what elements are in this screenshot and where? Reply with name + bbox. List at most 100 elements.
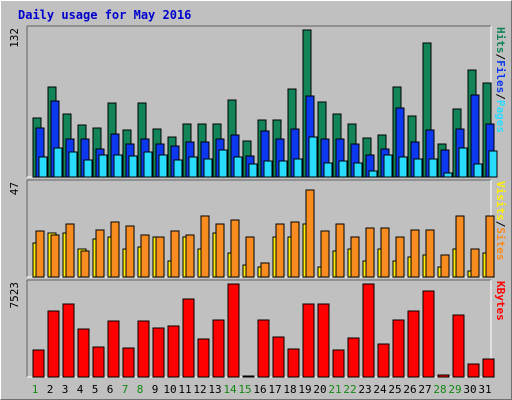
bar-sites-day-26 bbox=[410, 229, 420, 278]
series-label-kbytes: KBytes bbox=[494, 281, 507, 321]
bar-pages-day-6 bbox=[113, 154, 123, 178]
bar-pages-day-13 bbox=[218, 149, 228, 178]
bar-sites-day-24 bbox=[380, 227, 390, 278]
bar-pages-day-15 bbox=[248, 163, 258, 178]
x-tick-label: 8 bbox=[137, 383, 144, 396]
x-tick-label: 28 bbox=[433, 383, 446, 396]
bar-pages-day-30 bbox=[473, 163, 483, 178]
bar-sites-day-27 bbox=[425, 229, 435, 278]
bar-kbytes-day-29 bbox=[452, 314, 465, 378]
bar-pages-day-25 bbox=[398, 156, 408, 178]
bar-sites-day-3 bbox=[65, 223, 75, 278]
bar-pages-day-20 bbox=[323, 162, 333, 178]
chart-title: Daily usage for May 2016 bbox=[18, 8, 191, 22]
bar-sites-day-6 bbox=[110, 221, 120, 278]
x-tick-label: 15 bbox=[238, 383, 251, 396]
bar-sites-day-9 bbox=[155, 236, 165, 278]
bar-sites-day-28 bbox=[440, 254, 450, 278]
x-tick-label: 16 bbox=[253, 383, 266, 396]
bar-kbytes-day-24 bbox=[377, 343, 390, 378]
bar-kbytes-day-30 bbox=[467, 363, 480, 378]
panel-hits_files_pages: 132 Hits/Files/Pages bbox=[8, 25, 507, 178]
panel-kbytes: 7523 KBytes bbox=[8, 279, 507, 378]
bar-pages-day-3 bbox=[68, 151, 78, 178]
bar-pages-day-8 bbox=[143, 151, 153, 178]
x-tick-label: 4 bbox=[77, 383, 84, 396]
series-label-sites: Sites bbox=[494, 227, 507, 260]
bar-kbytes-day-14 bbox=[227, 283, 240, 378]
bar-kbytes-day-10 bbox=[167, 325, 180, 378]
bar-kbytes-day-8 bbox=[137, 320, 150, 378]
x-tick-label: 19 bbox=[298, 383, 311, 396]
max-value-label: 132 bbox=[8, 28, 21, 48]
bar-kbytes-day-2 bbox=[47, 310, 60, 378]
max-value-label: 7523 bbox=[8, 282, 21, 309]
bar-kbytes-day-25 bbox=[392, 319, 405, 378]
bar-pages-day-9 bbox=[158, 154, 168, 178]
bar-sites-day-14 bbox=[230, 219, 240, 278]
label-separator: / bbox=[494, 54, 507, 61]
bar-pages-day-4 bbox=[83, 159, 93, 178]
bar-pages-day-24 bbox=[383, 154, 393, 178]
x-tick-label: 30 bbox=[463, 383, 476, 396]
x-tick-label: 3 bbox=[62, 383, 69, 396]
bar-sites-day-31 bbox=[485, 215, 495, 278]
bar-pages-day-16 bbox=[263, 160, 273, 178]
bar-sites-day-25 bbox=[395, 236, 405, 278]
max-value-label: 47 bbox=[8, 182, 21, 195]
x-tick-label: 29 bbox=[448, 383, 461, 396]
series-label-hits: Hits bbox=[494, 27, 507, 54]
bar-kbytes-day-7 bbox=[122, 347, 135, 378]
label-separator: / bbox=[494, 221, 507, 228]
bar-pages-day-26 bbox=[413, 158, 423, 178]
bar-pages-day-12 bbox=[203, 158, 213, 178]
bar-sites-day-19 bbox=[305, 189, 315, 278]
x-tick-label: 20 bbox=[313, 383, 326, 396]
series-axis-label: Hits/Files/Pages bbox=[494, 27, 507, 133]
bar-kbytes-day-6 bbox=[107, 320, 120, 378]
x-tick-label: 23 bbox=[358, 383, 371, 396]
series-label-pages: Pages bbox=[494, 100, 507, 133]
bar-pages-day-10 bbox=[173, 159, 183, 178]
x-tick-label: 11 bbox=[178, 383, 191, 396]
bar-pages-day-14 bbox=[233, 156, 243, 178]
x-tick-label: 2 bbox=[47, 383, 54, 396]
bar-sites-day-13 bbox=[215, 223, 225, 278]
bar-sites-day-29 bbox=[455, 215, 465, 278]
x-tick-label: 5 bbox=[92, 383, 99, 396]
x-tick-label: 26 bbox=[403, 383, 416, 396]
bar-sites-day-23 bbox=[365, 227, 375, 278]
bar-sites-day-21 bbox=[335, 223, 345, 278]
bar-kbytes-day-12 bbox=[197, 338, 210, 378]
bar-sites-day-2 bbox=[50, 234, 60, 278]
panel-sites_visits: 47 Visits/Sites bbox=[8, 179, 507, 278]
bar-sites-day-30 bbox=[470, 248, 480, 278]
bar-pages-day-11 bbox=[188, 156, 198, 178]
x-tick-label: 24 bbox=[373, 383, 387, 396]
bar-sites-day-20 bbox=[320, 230, 330, 278]
x-tick-label: 1 bbox=[32, 383, 39, 396]
series-label-files: Files bbox=[494, 60, 507, 93]
x-axis-labels: 1 2 3 4 5 6 7 8 9 10 11 12 13 14 15 16 17 18 19 20 21 22 23 24 2… bbox=[32, 383, 492, 396]
bar-sites-day-1 bbox=[35, 230, 45, 278]
bar-pages-day-21 bbox=[338, 160, 348, 178]
label-separator: / bbox=[494, 93, 507, 100]
bar-kbytes-day-13 bbox=[212, 319, 225, 378]
bar-sites-day-5 bbox=[95, 229, 105, 278]
series-label-visits: Visits bbox=[494, 181, 507, 221]
x-tick-label: 17 bbox=[268, 383, 281, 396]
x-tick-label: 12 bbox=[193, 383, 206, 396]
bar-kbytes-day-22 bbox=[347, 337, 360, 378]
bar-sites-day-17 bbox=[275, 223, 285, 278]
bar-pages-day-27 bbox=[428, 158, 438, 178]
x-tick-label: 14 bbox=[223, 383, 237, 396]
series-axis-label: Visits/Sites bbox=[494, 181, 507, 261]
bar-sites-day-22 bbox=[350, 236, 360, 278]
bar-pages-day-28 bbox=[443, 172, 453, 178]
bar-pages-day-17 bbox=[278, 160, 288, 178]
bar-kbytes-day-26 bbox=[407, 310, 420, 378]
x-tick-label: 25 bbox=[388, 383, 401, 396]
x-tick-label: 22 bbox=[343, 383, 356, 396]
